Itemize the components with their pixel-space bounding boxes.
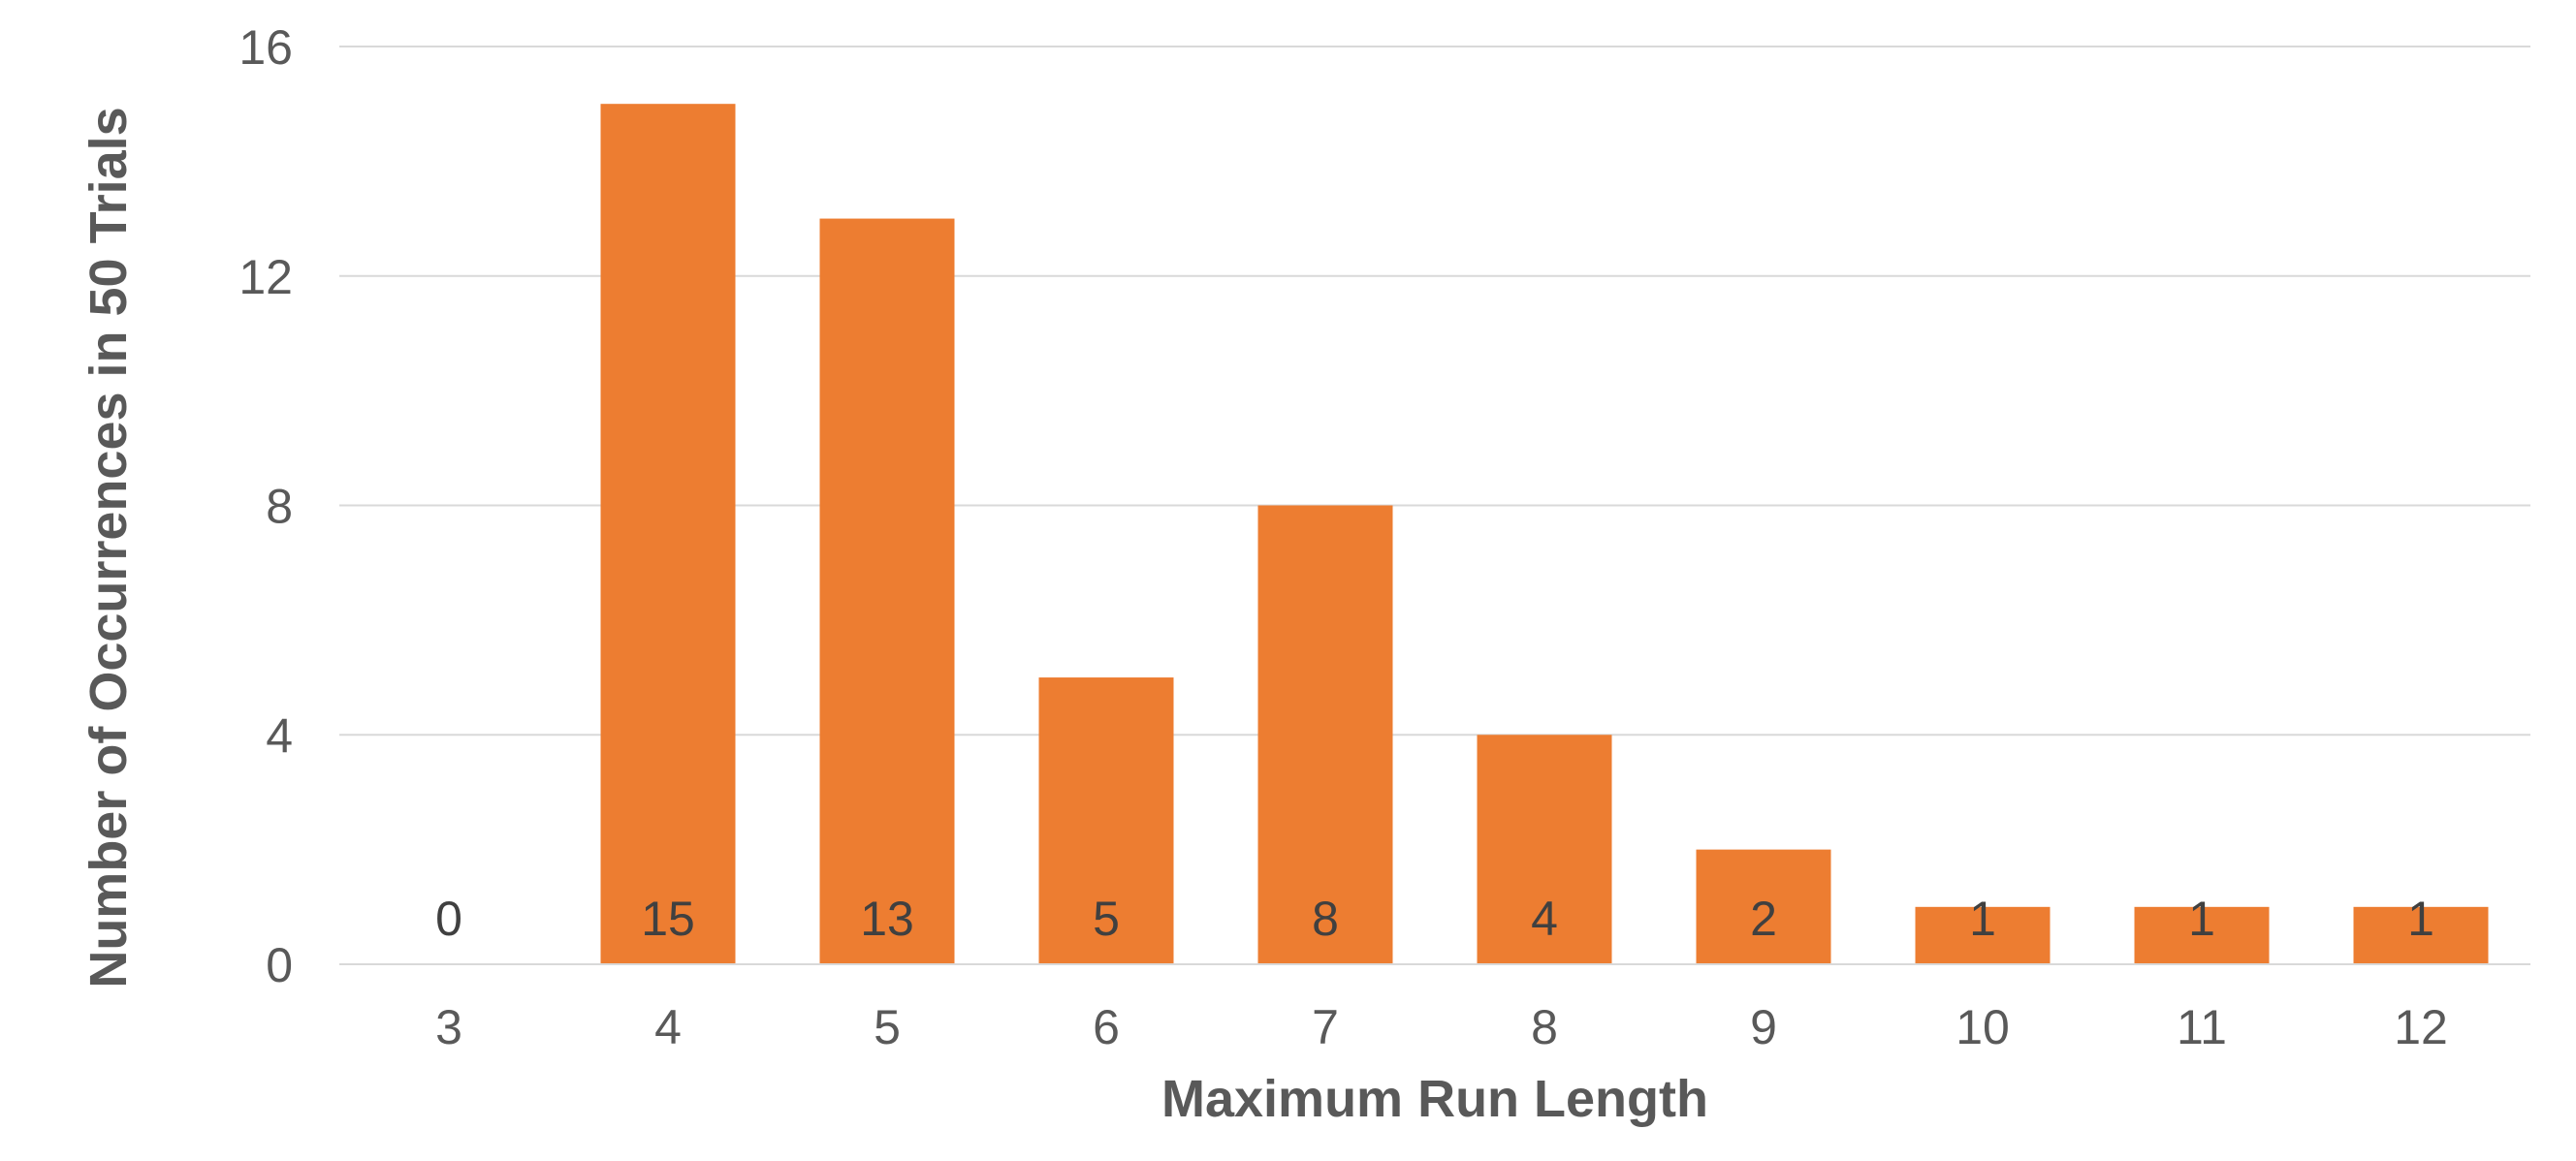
y-tick-label: 12 [239,250,293,304]
bar [819,218,955,964]
x-tick-label: 6 [1093,1000,1120,1054]
x-tick-label: 11 [2177,1000,2227,1054]
x-axis-title: Maximum Run Length [1161,1070,1708,1128]
y-tick-label: 16 [239,20,293,75]
data-label: 15 [641,892,695,946]
x-tick-label: 10 [1956,1000,2010,1054]
y-axis-ticks: 0 4 8 12 16 [239,20,293,992]
bar [1257,505,1393,964]
data-label: 2 [1750,892,1777,946]
data-label: 1 [1969,892,1996,946]
x-tick-label: 8 [1531,1000,1558,1054]
x-tick-label: 9 [1750,1000,1777,1054]
x-tick-label: 7 [1312,1000,1339,1054]
y-tick-label: 4 [266,708,293,763]
data-label: 4 [1531,892,1558,946]
x-tick-label: 4 [654,1000,682,1054]
y-tick-label: 8 [266,480,293,534]
x-tick-label: 12 [2394,1000,2448,1054]
data-label: 1 [2407,892,2434,946]
data-label: 0 [435,892,462,946]
bar [2353,906,2489,964]
bar [1477,735,1612,964]
x-tick-label: 5 [874,1000,901,1054]
bar [1696,849,1831,964]
x-axis-ticks: 3 4 5 6 7 8 9 10 11 12 [435,1000,2448,1054]
bar [600,104,736,964]
bar [1915,906,2051,964]
bar [1038,677,1174,964]
y-tick-label: 0 [266,938,293,992]
x-tick-label: 3 [435,1000,462,1054]
bars [600,104,2489,964]
data-label: 1 [2188,892,2215,946]
data-label: 13 [860,892,914,946]
y-axis-title: Number of Occurrences in 50 Trials [80,107,138,988]
data-label: 8 [1312,892,1339,946]
bar [2134,906,2270,964]
data-labels: 0 15 13 5 8 4 2 1 1 1 [435,892,2434,946]
data-label: 5 [1093,892,1120,946]
